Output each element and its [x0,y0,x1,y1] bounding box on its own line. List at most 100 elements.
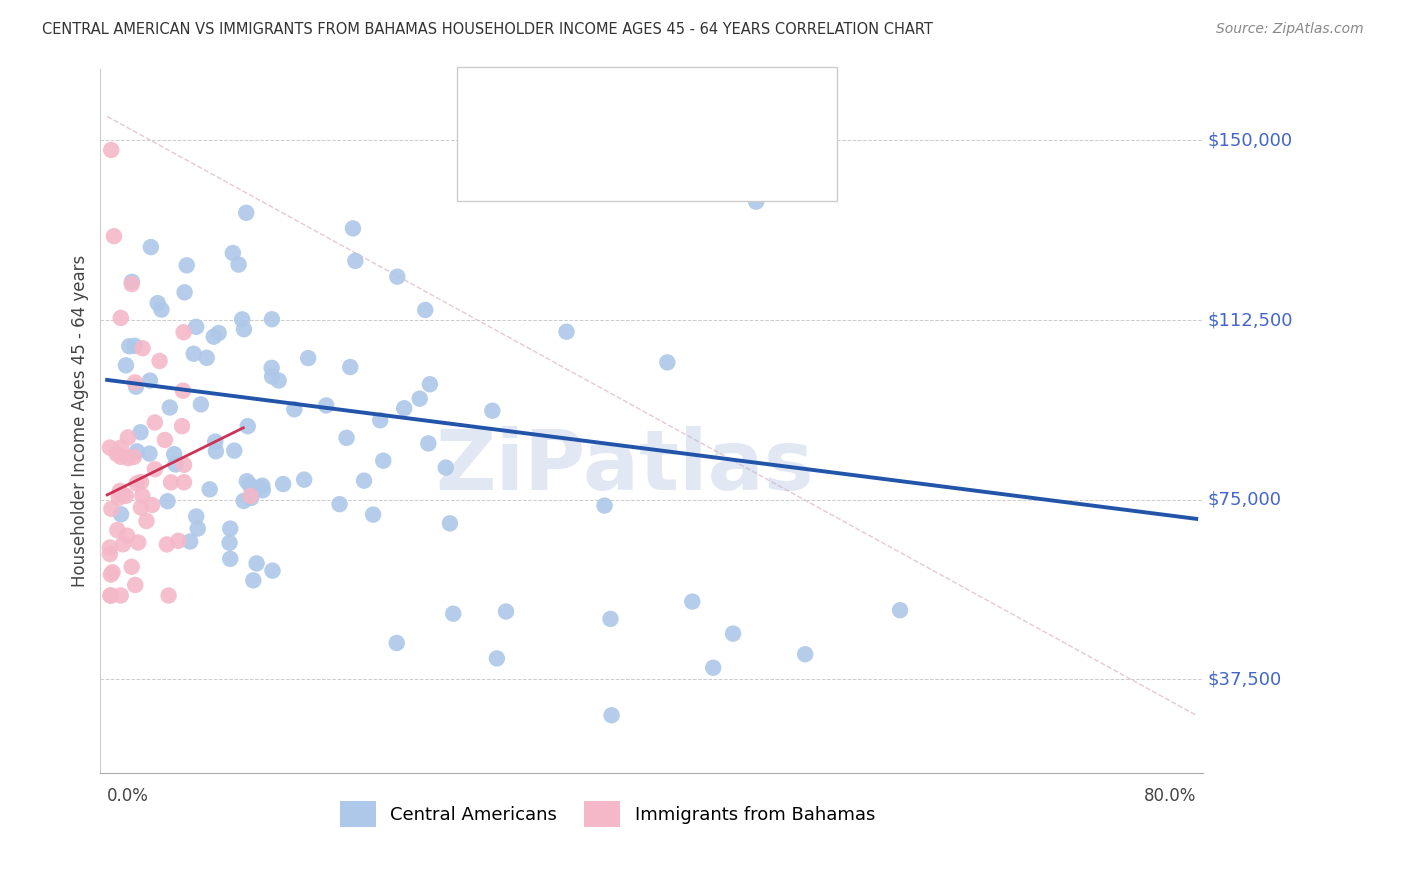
Point [187,522,209,536]
Text: 80.0%: 80.0% [1144,787,1197,805]
Point [117,451,139,466]
Point [681,594,703,608]
Point [183,347,205,361]
Point [125,444,148,458]
Point [146,296,169,310]
Point [131,341,153,355]
Point [121,277,143,291]
Point [232,494,254,508]
Text: R =: R = [541,149,583,168]
Point [107,491,129,505]
Point [702,661,724,675]
Point [224,443,246,458]
Point [721,626,744,640]
Point [131,489,153,503]
Point [135,514,157,528]
Point [328,497,350,511]
Point [156,494,179,508]
Point [353,474,375,488]
Point [481,403,503,417]
Point [98,441,121,455]
Point [195,351,218,365]
Point [238,477,260,491]
Point [219,551,242,566]
Point [105,523,128,537]
Point [143,416,166,430]
Text: 0.0%: 0.0% [107,787,149,805]
Point [267,374,290,388]
Point [657,355,679,369]
Point [122,450,145,464]
Point [246,557,269,571]
Point [110,310,132,325]
Point [115,359,138,373]
Point [111,487,134,501]
Point [240,491,263,505]
Point [260,360,283,375]
Point [159,401,181,415]
Point [434,460,457,475]
Point [408,392,430,406]
Point [139,374,162,388]
Point [262,369,284,384]
Point [127,535,149,549]
Point [392,401,415,416]
Text: ZiPatlas: ZiPatlas [436,425,814,507]
Point [202,329,225,343]
Text: 48: 48 [713,149,738,168]
Point [204,434,226,449]
Text: N =: N = [671,87,714,106]
Point [190,397,212,411]
Point [315,399,337,413]
Point [231,312,253,326]
Point [555,325,578,339]
Point [110,508,132,522]
Text: $112,500: $112,500 [1208,311,1292,329]
Point [495,605,517,619]
Point [150,302,173,317]
Point [485,651,508,665]
Point [114,489,136,503]
Point [139,240,162,254]
Text: R =: R = [541,87,583,106]
Point [172,384,194,398]
Point [101,565,124,579]
Point [129,425,152,440]
Point [115,529,138,543]
Point [108,483,131,498]
Point [186,319,208,334]
Point [100,589,122,603]
Point [105,447,128,461]
Point [745,194,768,209]
Point [121,559,143,574]
Point [118,339,141,353]
Point [283,402,305,417]
Point [186,509,208,524]
Point [342,221,364,235]
Point [252,483,274,498]
Point [143,462,166,476]
Point [252,479,274,493]
Point [110,450,132,464]
Text: $75,000: $75,000 [1208,491,1281,508]
Point [165,458,187,472]
Point [160,475,183,490]
Point [124,376,146,390]
Text: 93: 93 [713,87,738,106]
Point [173,285,195,300]
Point [387,269,409,284]
Point [297,351,319,365]
Point [239,489,262,503]
Point [242,574,264,588]
Point [117,430,139,444]
Legend: Central Americans, Immigrants from Bahamas: Central Americans, Immigrants from Baham… [333,794,883,834]
Point [129,475,152,489]
Point [121,275,143,289]
Point [385,636,408,650]
Point [100,589,122,603]
Point [222,246,245,260]
Point [339,359,361,374]
Y-axis label: Householder Income Ages 45 - 64 years: Householder Income Ages 45 - 64 years [72,254,89,587]
Point [271,477,294,491]
Point [163,447,186,461]
